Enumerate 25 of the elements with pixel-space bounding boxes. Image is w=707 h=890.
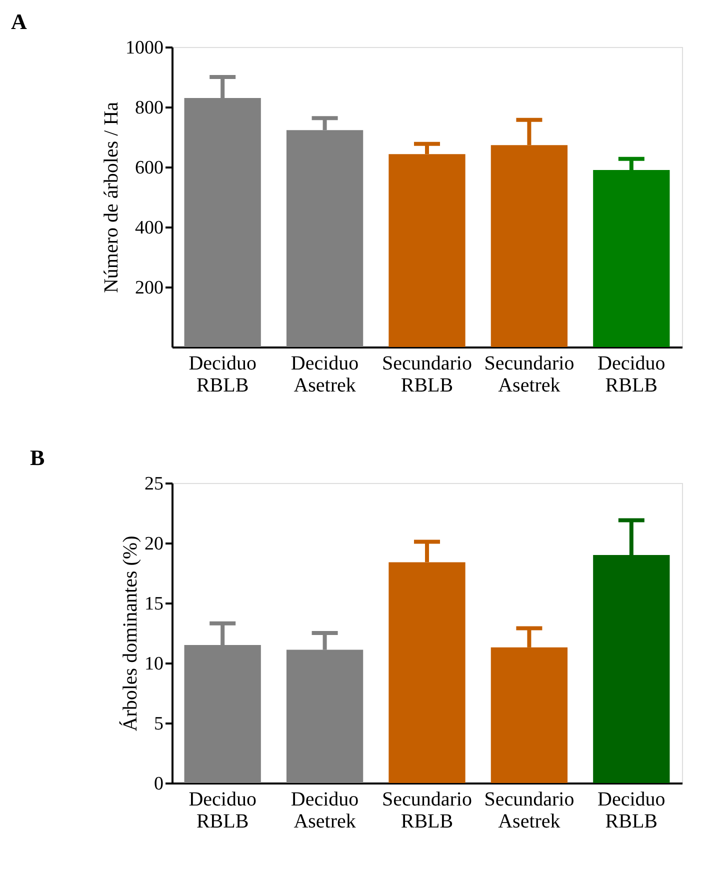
- x-tick-label: Deciduo RBLB: [188, 352, 256, 396]
- x-tick-label: Deciduo Asetrek: [290, 352, 359, 396]
- x-tick-label: Secundario Asetrek: [484, 788, 574, 832]
- x-tick-label: Secundario Asetrek: [484, 352, 574, 396]
- chart-title: A: [11, 9, 27, 34]
- y-tick-label: 0: [154, 774, 164, 794]
- y-tick-label: 25: [144, 474, 164, 494]
- chart-title: B: [30, 445, 45, 470]
- y-tick-label: 20: [144, 534, 164, 554]
- y-tick-label: 15: [144, 594, 164, 614]
- x-tick-label: Deciduo RBLB: [598, 788, 666, 832]
- x-tick-label: Deciduo RBLB: [598, 352, 666, 396]
- y-tick-label: 200: [135, 278, 164, 298]
- y-tick-label: 10: [144, 654, 164, 674]
- y-tick-label: 1000: [126, 38, 164, 58]
- y-tick-label: 800: [135, 98, 164, 118]
- y-axis-title: Árboles dominantes (%): [118, 536, 142, 732]
- y-tick-label: 600: [135, 158, 164, 178]
- y-axis-title: Número de árboles / Ha: [100, 102, 122, 294]
- x-tick-label: Secundario RBLB: [382, 788, 472, 832]
- y-tick-label: 5: [154, 714, 164, 734]
- x-tick-label: Secundario RBLB: [382, 352, 472, 396]
- x-tick-label: Deciduo RBLB: [188, 788, 256, 832]
- x-tick-label: Deciduo Asetrek: [290, 788, 359, 832]
- y-tick-label: 400: [135, 218, 164, 238]
